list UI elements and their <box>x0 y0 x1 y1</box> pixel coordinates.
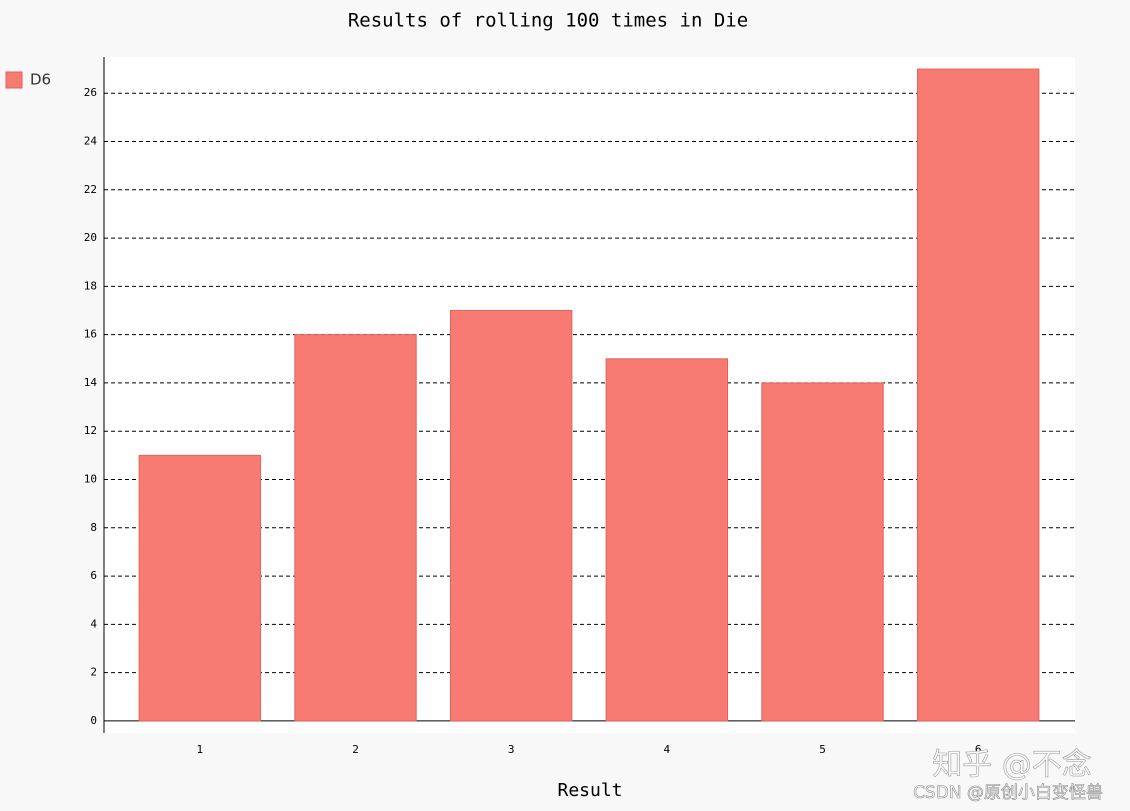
bar <box>294 334 417 722</box>
chart-title: Results of rolling 100 times in Die <box>348 10 748 32</box>
x-tick-label: 4 <box>664 743 671 756</box>
y-tick-label: 8 <box>90 521 97 534</box>
x-tick-label: 5 <box>819 743 826 756</box>
y-tick-label: 22 <box>84 183 97 196</box>
x-tick-label: 1 <box>197 743 204 756</box>
bar <box>449 310 573 722</box>
y-tick-label: 6 <box>90 569 97 582</box>
watermark: CSDN @原创小白变怪兽 <box>913 783 1103 803</box>
watermark: 知乎 @不念 <box>932 748 1092 783</box>
bar <box>605 358 729 722</box>
legend-swatch <box>5 71 23 89</box>
y-tick-label: 24 <box>84 135 98 148</box>
y-tick-label: 14 <box>84 376 98 389</box>
legend-label: D6 <box>30 71 51 89</box>
y-tick-label: 26 <box>84 86 97 99</box>
y-tick-label: 12 <box>84 424 97 437</box>
y-tick-label: 20 <box>84 231 97 244</box>
x-tick-label: 2 <box>352 743 359 756</box>
x-tick-label: 6 <box>975 743 982 756</box>
y-tick-label: 2 <box>90 666 97 679</box>
y-tick-label: 18 <box>84 279 97 292</box>
y-tick-label: 10 <box>84 473 97 486</box>
x-axis-title: Result <box>557 780 622 801</box>
y-tick-label: 0 <box>90 714 97 727</box>
plot-area <box>104 57 1075 733</box>
bar <box>761 382 884 722</box>
y-tick-label: 16 <box>84 328 97 341</box>
x-tick-label: 3 <box>508 743 515 756</box>
bar <box>138 454 262 722</box>
y-tick-label: 4 <box>90 617 97 630</box>
bar <box>916 68 1040 722</box>
